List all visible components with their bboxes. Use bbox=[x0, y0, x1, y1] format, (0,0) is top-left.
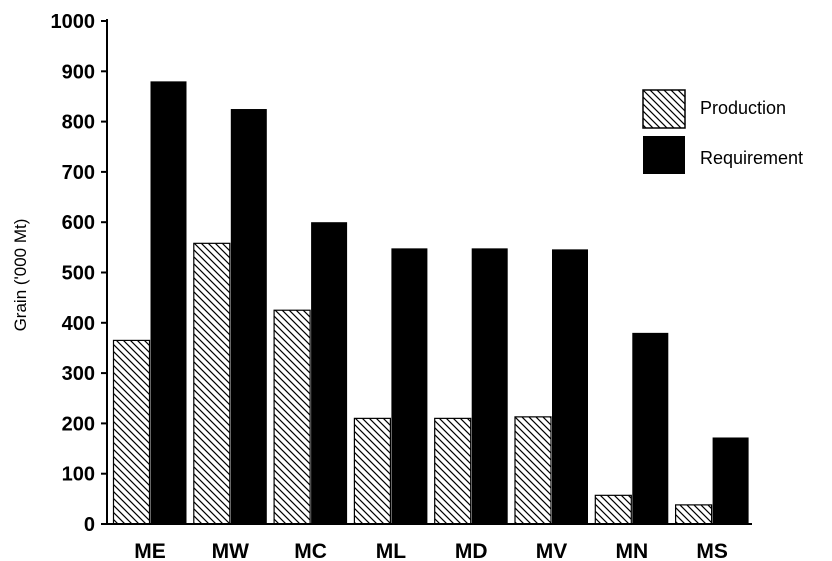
x-category-label: MW bbox=[212, 540, 249, 561]
y-axis-title: Grain ('000 Mt) bbox=[11, 219, 30, 332]
x-axis-categories: ME MW MC ML MD MV MN MS bbox=[134, 540, 728, 561]
y-tick-label: 1000 bbox=[51, 11, 96, 33]
x-category-label: MV bbox=[536, 540, 568, 561]
bar-production-mv bbox=[514, 416, 552, 525]
y-tick-label: 900 bbox=[62, 61, 95, 83]
legend-swatch-production bbox=[642, 89, 686, 129]
y-tick-label: 300 bbox=[62, 363, 95, 385]
legend-swatch-requirement bbox=[643, 136, 685, 174]
bar-production-mc bbox=[273, 309, 311, 525]
legend-label-production: Production bbox=[700, 98, 786, 118]
y-tick-label: 0 bbox=[84, 514, 95, 536]
x-category-label: MC bbox=[294, 540, 327, 561]
y-tick-label: 400 bbox=[62, 313, 95, 335]
x-category-label: MN bbox=[615, 540, 648, 561]
bar-production-me bbox=[112, 339, 151, 525]
y-tick-label: 100 bbox=[62, 464, 95, 486]
y-tick-label: 700 bbox=[62, 162, 95, 184]
legend: Production Requirement bbox=[642, 89, 803, 174]
bar-requirement-me bbox=[150, 81, 187, 525]
bar-production-ms bbox=[674, 504, 713, 525]
bars bbox=[112, 81, 749, 525]
bar-production-md bbox=[434, 417, 472, 525]
bar-production-mw bbox=[193, 242, 231, 525]
x-category-label: MD bbox=[455, 540, 488, 561]
bar-requirement-ml bbox=[391, 248, 428, 524]
bar-requirement-mw bbox=[230, 109, 267, 525]
y-axis-ticks: 0 100 200 300 400 500 600 700 800 900 1000 bbox=[51, 11, 107, 536]
bar-requirement-mn bbox=[632, 332, 669, 524]
x-category-label: MS bbox=[696, 540, 728, 561]
y-tick-label: 600 bbox=[62, 212, 95, 234]
bar-requirement-mv bbox=[552, 249, 588, 524]
bar-production-mn bbox=[594, 494, 632, 525]
y-tick-label: 800 bbox=[62, 112, 95, 134]
bar-requirement-mc bbox=[311, 222, 348, 524]
y-tick-label: 500 bbox=[62, 263, 95, 285]
x-category-label: ML bbox=[376, 540, 406, 561]
y-tick-label: 200 bbox=[62, 413, 95, 435]
x-category-label: ME bbox=[134, 540, 166, 561]
bar-production-ml bbox=[353, 417, 391, 525]
bar-requirement-ms bbox=[712, 437, 749, 524]
legend-label-requirement: Requirement bbox=[700, 148, 803, 168]
bar-requirement-md bbox=[471, 248, 508, 524]
